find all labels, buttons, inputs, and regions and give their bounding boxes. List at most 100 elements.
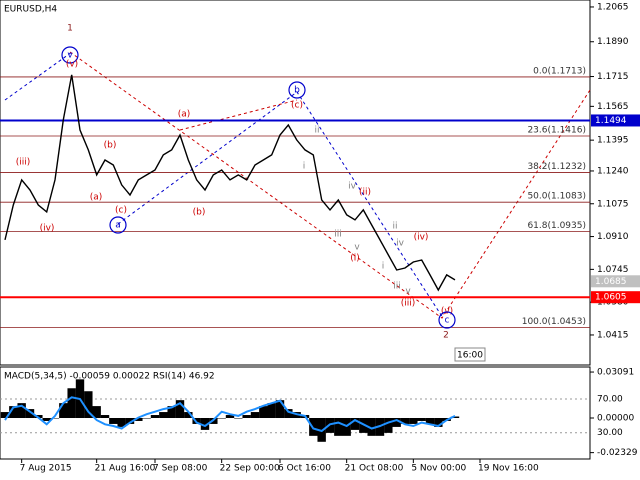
wave-circle [61, 46, 79, 64]
wave-label: v [67, 51, 73, 61]
y-tick-label: 1.1890 [597, 37, 629, 47]
macd-bar [284, 409, 293, 419]
macd-bar [259, 406, 268, 419]
macd-bar [250, 412, 260, 419]
macd-bar [175, 400, 185, 419]
wave-label: 1 [67, 24, 73, 34]
y-tick-label: 1.1715 [597, 72, 629, 82]
wave-circle [109, 216, 127, 234]
fib-label: 0.0(1.1713) [533, 66, 586, 76]
y2-tick-label: 30.00 [597, 428, 623, 438]
wave-label: ii [392, 222, 397, 232]
macd-bar [400, 418, 410, 424]
wave-label: (b) [193, 208, 206, 218]
indicator-title: MACD(5,34,5) -0.00059 0.00022 RSI(14) 46… [4, 372, 215, 382]
macd-bar [100, 415, 110, 419]
macd-bar [434, 418, 443, 427]
macd-bar [275, 400, 285, 419]
wave-label: (iv) [414, 233, 429, 243]
wave-label: iv [396, 239, 405, 249]
macd-bar [109, 418, 118, 424]
x-tick-label: 6 Oct 16:00 [278, 464, 331, 474]
wave-label: (iii) [16, 158, 31, 168]
wave-label: ii [314, 126, 319, 136]
wave-label: c [445, 316, 450, 326]
macd-bar [17, 403, 26, 419]
macd-bar [142, 418, 151, 419]
wave-label: iii [393, 282, 401, 292]
x-tick-label: 5 Nov 00:00 [411, 464, 466, 474]
chart-title: EURUSD,H4 [4, 5, 57, 15]
macd-bar [50, 418, 60, 419]
macd-bar [25, 409, 35, 419]
macd-bar [67, 388, 76, 419]
x-tick-label: 19 Nov 16:00 [478, 464, 539, 474]
macd-bar [267, 403, 276, 419]
x-tick-label: 21 Aug 16:00 [95, 464, 156, 474]
y-tick-label: 1.0745 [597, 265, 629, 275]
fib-label: 61.8(1.0935) [527, 221, 586, 231]
macd-bar [125, 418, 135, 424]
wave-circle [438, 311, 456, 329]
macd-bar [167, 406, 176, 419]
y-tick-label: 0.00000 [597, 414, 634, 424]
macd-bar [425, 418, 435, 424]
y-tick-label: 1.1240 [597, 166, 629, 176]
macd-bar [159, 412, 168, 419]
price-tag-label: 1.0605 [595, 293, 627, 303]
last-price-label: 1.0685 [595, 277, 627, 287]
price-tag [591, 114, 640, 127]
macd-bar [84, 391, 93, 419]
price-panel [0, 0, 591, 366]
time-label: 16:00 [457, 351, 483, 361]
time-box [454, 347, 486, 362]
wave-line [69, 51, 591, 319]
wave-label: b [294, 86, 300, 96]
y-tick-label: 1.0415 [597, 330, 629, 340]
x-tick-label: 22 Sep 00:00 [220, 464, 280, 474]
y2-tick-label: 70.00 [597, 395, 623, 405]
price-tag [591, 291, 640, 304]
y-tick-label: 1.1565 [597, 102, 629, 112]
wave-label: (a) [178, 110, 191, 120]
wave-label: (ii) [359, 188, 371, 198]
x-tick-label: 7 Sep 08:00 [153, 464, 208, 474]
wave-label: i [303, 162, 306, 172]
wave-label: (a) [90, 193, 103, 203]
macd-bar [384, 418, 393, 433]
wave-label: iv [348, 182, 357, 192]
macd-bar [200, 418, 210, 430]
macd-bar [359, 418, 368, 433]
last-price-tag [591, 275, 640, 288]
macd-bar [409, 418, 418, 424]
wave-line [179, 99, 298, 131]
x-tick-label: 21 Oct 08:00 [345, 464, 404, 474]
macd-bar [92, 406, 101, 419]
macd-bar [367, 418, 376, 436]
macd-bar [134, 418, 143, 421]
y-tick-label: 1.2065 [597, 2, 629, 12]
macd-bar [217, 418, 226, 419]
y-tick-label: 1.1075 [597, 199, 629, 209]
macd-bar [392, 418, 401, 427]
fib-label: 50.0(1.1083) [527, 192, 586, 202]
wave-label: v [405, 287, 411, 297]
price-tag-label: 1.1494 [595, 116, 627, 126]
y-tick-label: 0.03091 [597, 368, 634, 378]
macd-bar [225, 415, 235, 419]
y-tick-label: 1.0910 [597, 232, 629, 242]
wave-label: iii [334, 230, 342, 240]
wave-label: a [115, 221, 121, 231]
wave-label: (b) [104, 141, 117, 151]
wave-line [117, 91, 444, 319]
macd-bar [242, 415, 251, 419]
rsi-line [4, 396, 456, 433]
macd-bar [0, 412, 10, 419]
fib-label: 100.0(1.0453) [522, 317, 586, 327]
macd-bar [234, 418, 243, 419]
fib-label: 38.2(1.1232) [527, 162, 586, 172]
wave-channels [4, 51, 591, 319]
y-tick-label: -0.02329 [597, 448, 638, 458]
macd-bar [450, 416, 460, 419]
x-tick-label: 7 Aug 2015 [20, 464, 72, 474]
